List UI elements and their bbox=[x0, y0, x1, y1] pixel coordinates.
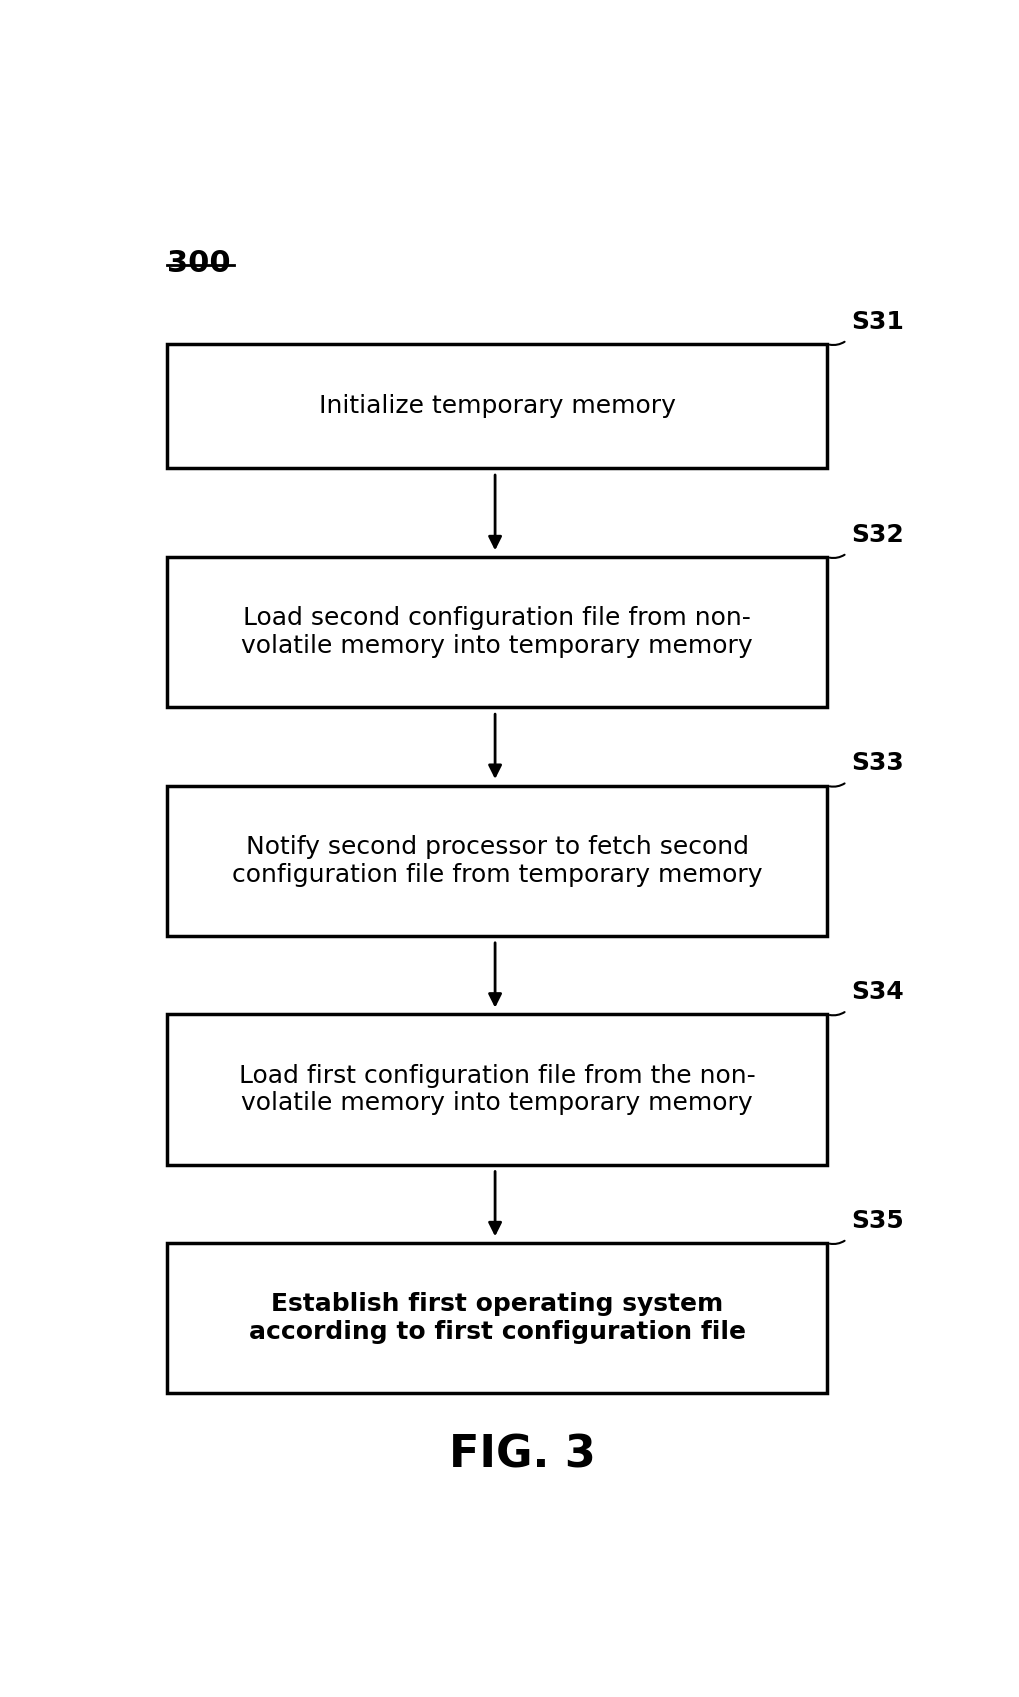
Bar bbox=[167, 1015, 826, 1164]
Text: Load second configuration file from non-
volatile memory into temporary memory: Load second configuration file from non-… bbox=[242, 606, 752, 658]
Text: 300: 300 bbox=[167, 249, 230, 278]
Text: S33: S33 bbox=[850, 752, 903, 776]
Text: Initialize temporary memory: Initialize temporary memory bbox=[318, 394, 675, 417]
Text: Notify second processor to fetch second
configuration file from temporary memory: Notify second processor to fetch second … bbox=[231, 835, 761, 888]
Text: S31: S31 bbox=[850, 309, 903, 334]
Bar bbox=[167, 557, 826, 708]
Text: S35: S35 bbox=[850, 1208, 903, 1232]
Text: FIG. 3: FIG. 3 bbox=[449, 1434, 595, 1476]
Text: S34: S34 bbox=[850, 979, 903, 1005]
Text: Establish first operating system
according to first configuration file: Establish first operating system accordi… bbox=[249, 1293, 745, 1344]
Bar bbox=[167, 786, 826, 937]
Text: S32: S32 bbox=[850, 523, 903, 546]
Text: Load first configuration file from the non-
volatile memory into temporary memor: Load first configuration file from the n… bbox=[238, 1064, 755, 1115]
Bar bbox=[167, 1244, 826, 1393]
Bar bbox=[167, 344, 826, 468]
